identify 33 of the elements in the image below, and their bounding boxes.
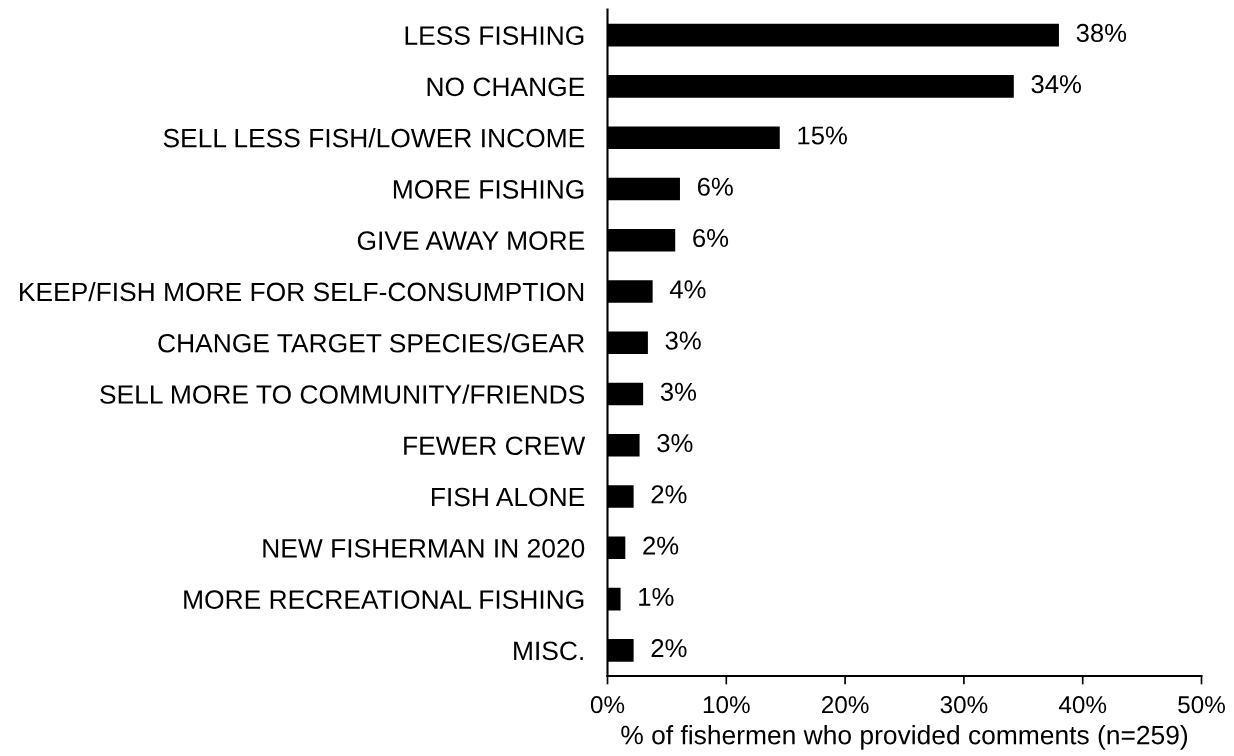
y-tick-label: GIVE AWAY MORE — [357, 231, 585, 251]
y-tick-label: MISC. — [514, 641, 583, 661]
y-tick-label: FEWER CREW — [404, 436, 586, 456]
x-tick-label: 40% — [1058, 696, 1107, 714]
x-tick-label: 50% — [1178, 696, 1225, 714]
data-label: 3% — [657, 433, 693, 453]
y-tick-label: SELL LESS FISH/LOWER INCOME — [163, 128, 585, 148]
y-tick-label: KEEP/FISH MORE FOR SELF-CONSUMPTION — [20, 281, 584, 302]
data-label: 3% — [665, 331, 701, 350]
x-tick-label: 30% — [940, 696, 988, 714]
x-tick-label: 20% — [822, 696, 869, 714]
data-label: 15% — [798, 126, 847, 145]
x-tick-label: 10% — [703, 696, 750, 714]
data-label: 2% — [643, 536, 679, 555]
data-label: 1% — [639, 587, 674, 606]
y-tick-label: MORE RECREATIONAL FISHING — [184, 590, 584, 609]
data-label: 34% — [1031, 75, 1081, 94]
y-tick-label: CHANGE TARGET SPECIES/GEAR — [158, 333, 585, 353]
y-tick-label: LESS FISHING — [405, 26, 584, 45]
data-label: 3% — [660, 382, 697, 401]
x-tick-label: 0% — [590, 696, 625, 714]
data-label: 2% — [651, 485, 687, 504]
y-tick-label: FISH ALONE — [431, 487, 585, 507]
y-tick-label: NEW FISHERMAN IN 2020 — [263, 538, 585, 558]
data-label: 4% — [669, 280, 706, 299]
y-tick-label: MORE FISHING — [393, 180, 584, 199]
y-tick-label: SELL MORE TO COMMUNITY/FRIENDS — [100, 384, 585, 404]
data-label: 6% — [697, 177, 733, 196]
x-axis-title: % of fishermen who provided comments (n=259) — [621, 725, 1188, 750]
y-tick-label: NO CHANGE — [427, 77, 585, 97]
data-label: 6% — [693, 228, 729, 248]
data-label: 2% — [651, 639, 687, 658]
data-label: 38% — [1076, 23, 1127, 43]
